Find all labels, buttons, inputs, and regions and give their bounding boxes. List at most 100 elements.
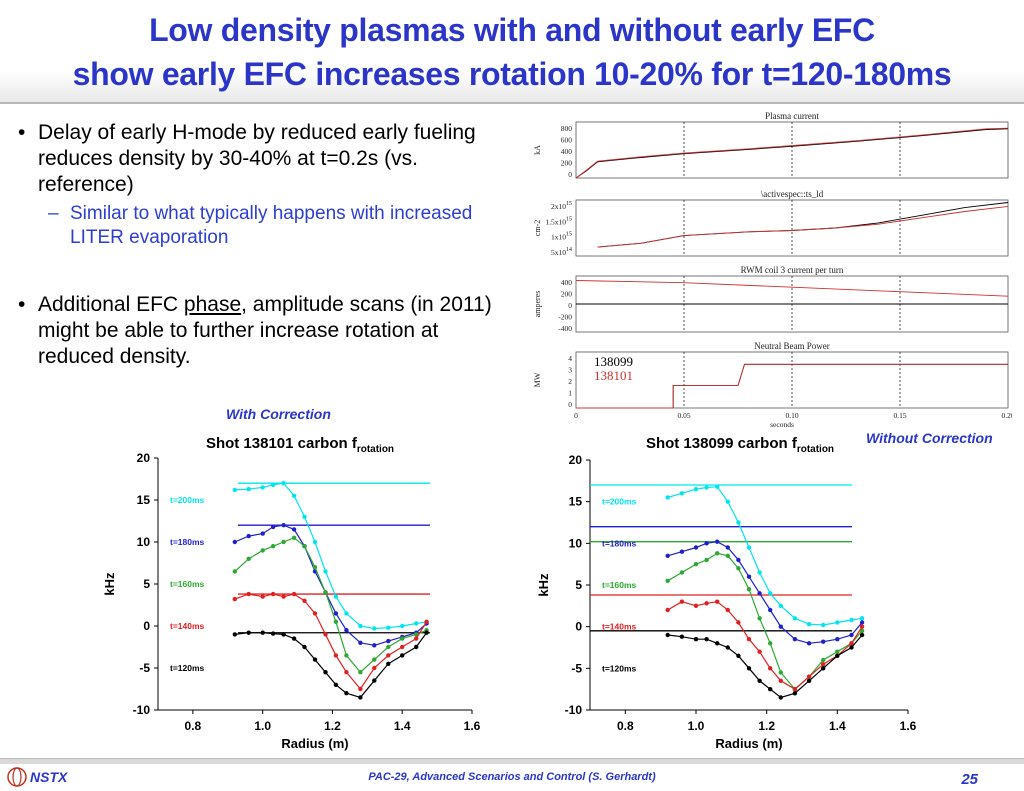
trace-xtick-label: 0.20 [1001, 411, 1012, 420]
rot-xtick-label: 0.8 [617, 719, 634, 733]
rot-point [715, 599, 720, 604]
rot-xtick-label: 1.0 [688, 719, 705, 733]
bullet-text-2a: Additional EFC [38, 293, 184, 316]
rot-point [358, 670, 363, 675]
bullet-text-2b: , amplitude scans (in 2011) might be abl… [38, 293, 492, 368]
trace-ytick-label: 0 [568, 400, 572, 409]
rot-point [281, 594, 286, 599]
rot-point [372, 626, 377, 631]
rot-point [746, 666, 752, 671]
rot-point [821, 639, 826, 644]
rot-point [835, 620, 840, 625]
rot-point [333, 594, 339, 599]
rot-point [400, 623, 405, 629]
rot-point [746, 637, 752, 642]
rot-point [778, 670, 783, 675]
page-number: 25 [961, 771, 978, 788]
rot-ytick-label: -5 [571, 661, 582, 675]
rot-point [291, 591, 297, 597]
rot-xtick-label: 0.8 [185, 719, 202, 733]
rot-chart-title: Shot 138101 carbon frotation [206, 435, 394, 455]
rot-point [246, 533, 251, 539]
rot-point [333, 611, 339, 616]
phase-link[interactable]: phase [183, 293, 242, 316]
rot-point [715, 539, 720, 544]
rot-point [835, 649, 840, 654]
rot-point [386, 661, 391, 666]
rot-xtick-label: 1.4 [829, 719, 846, 733]
rot-point [333, 682, 339, 687]
rot-point [725, 607, 730, 613]
trace-ylabel: cm-2 [533, 220, 542, 236]
rot-point [859, 616, 865, 621]
trace-ylabel: MW [533, 372, 542, 387]
rot-series-t=120ms [667, 634, 863, 699]
trace-ytick-label: 1.5x1015 [545, 216, 572, 226]
rot-point [792, 616, 798, 621]
rot-ytick-label: 20 [137, 451, 151, 465]
rot-series-t=120ms [234, 632, 428, 699]
rot-ytick-label: 15 [569, 495, 583, 509]
rot-point [281, 481, 286, 486]
nstx-logo: NSTX [7, 767, 69, 787]
rot-point [232, 632, 237, 637]
rot-point [757, 678, 762, 683]
rot-point [768, 666, 773, 671]
rot-point [757, 616, 762, 621]
rot-ytick-label: 15 [137, 493, 151, 507]
rot-point [757, 591, 762, 596]
rot-point [414, 632, 419, 637]
rot-point [270, 482, 276, 488]
rot-point [281, 539, 286, 545]
rot-point [372, 643, 377, 648]
rot-point [725, 499, 730, 504]
trace-ytick-label: 400 [561, 278, 573, 287]
trace-series-138099 [575, 128, 1009, 179]
slide-title-line2: show early EFC increases rotation 10-20%… [72, 56, 952, 92]
legend-138099: 138099 [594, 354, 633, 369]
rot-point [291, 535, 297, 540]
rot-point [323, 590, 328, 595]
rot-point [704, 485, 709, 490]
trace-ytick-label: 600 [561, 136, 573, 145]
rot-point [246, 556, 251, 561]
rot-point [725, 553, 730, 558]
rot-xlabel: Radius (m) [281, 736, 348, 751]
rot-ytick-label: -10 [133, 703, 151, 717]
without-correction-label: Without Correction [866, 430, 993, 446]
rot-point [260, 630, 265, 635]
bullet-item-2: • Additional EFC phase, amplitude scans … [18, 292, 518, 370]
rot-xtick-label: 1.2 [324, 719, 341, 733]
rot-point [665, 578, 670, 583]
rot-point [344, 653, 349, 658]
rot-point [715, 484, 720, 489]
rot-chart-title-sub: rotation [797, 444, 834, 455]
rot-point [746, 545, 752, 550]
rot-ylabel: kHz [102, 572, 117, 596]
rot-point [302, 514, 307, 519]
trace-panel-title: Neutral Beam Power [754, 341, 829, 351]
rot-point [270, 631, 276, 636]
rot-series-t=180ms [667, 541, 863, 644]
rot-point [358, 640, 363, 645]
trace-ytick-label: 3 [568, 366, 572, 375]
rot-point [400, 636, 405, 641]
rot-chart-title: Shot 138099 carbon frotation [646, 435, 834, 455]
rot-point [665, 607, 670, 613]
rot-ytick-label: 10 [137, 535, 151, 549]
rot-point [792, 691, 798, 696]
rot-point [232, 539, 237, 545]
rot-point [372, 678, 377, 683]
trace-ytick-exponent: 15 [566, 216, 572, 222]
rot-point [849, 617, 854, 623]
rot-point [778, 624, 783, 629]
rot-ytick-label: -5 [139, 661, 150, 675]
rot-point [372, 665, 377, 671]
rot-point [386, 653, 391, 658]
rot-xtick-label: 1.2 [758, 719, 775, 733]
rot-point [291, 493, 297, 498]
trace-xlabel: seconds [770, 420, 794, 428]
rot-point [859, 620, 865, 625]
rot-point [424, 619, 429, 624]
rot-point [736, 620, 741, 625]
